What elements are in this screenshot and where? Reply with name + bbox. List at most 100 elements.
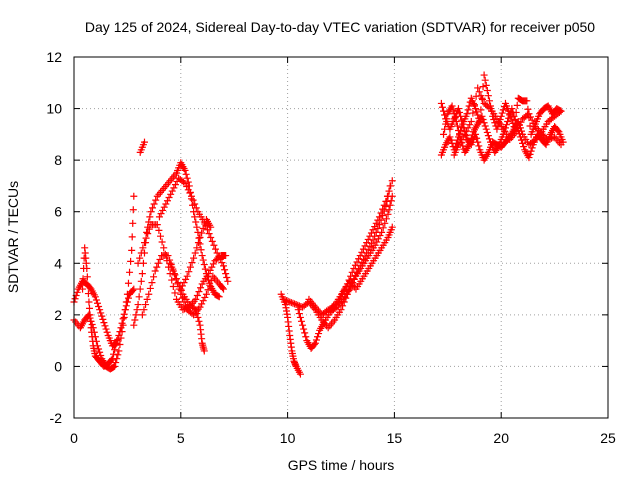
data-point (526, 150, 534, 158)
data-point (192, 218, 200, 226)
data-point (375, 221, 383, 229)
data-point (514, 125, 522, 133)
data-point (190, 254, 198, 262)
data-point (449, 106, 457, 114)
data-point (85, 304, 93, 312)
data-point (467, 117, 475, 125)
data-point (145, 290, 153, 298)
data-point (465, 141, 473, 149)
data-point (484, 132, 492, 140)
data-point (135, 293, 143, 301)
data-point (102, 325, 110, 333)
data-point (373, 238, 381, 246)
data-point (442, 120, 450, 128)
data-point (441, 111, 449, 119)
y-tick-label: 2 (54, 307, 62, 323)
data-point (547, 134, 555, 142)
data-point (281, 296, 289, 304)
data-point (515, 121, 523, 129)
data-point (378, 228, 386, 236)
data-point (160, 203, 168, 211)
data-point (93, 299, 101, 307)
data-point (98, 312, 106, 320)
data-point (156, 255, 164, 263)
data-point (140, 306, 148, 314)
data-point (220, 262, 228, 270)
data-point (115, 347, 123, 355)
data-point (154, 259, 162, 267)
data-point (199, 224, 207, 232)
data-points (70, 71, 567, 378)
data-point (387, 182, 395, 190)
data-point (283, 297, 291, 305)
data-point (164, 252, 172, 260)
data-point (187, 192, 195, 200)
data-point (527, 147, 535, 155)
data-point (182, 275, 190, 283)
data-point (516, 133, 524, 141)
data-point (96, 348, 104, 356)
data-point (182, 170, 190, 178)
data-point (171, 289, 179, 297)
data-point (351, 261, 359, 269)
data-point (505, 114, 513, 122)
data-point (177, 285, 185, 293)
data-point (124, 279, 132, 287)
data-point (466, 137, 474, 145)
data-point (369, 236, 377, 244)
data-point (220, 285, 228, 293)
data-point (110, 350, 118, 358)
data-point (485, 97, 493, 105)
data-point (142, 301, 150, 309)
data-point (287, 299, 295, 307)
data-point (201, 265, 209, 273)
data-point (191, 213, 199, 221)
data-point (353, 258, 361, 266)
data-point (384, 210, 392, 218)
data-point (134, 259, 142, 267)
data-point (286, 298, 294, 306)
data-point (379, 205, 387, 213)
data-point (446, 133, 454, 141)
data-point (137, 277, 145, 285)
data-point (186, 263, 194, 271)
data-point (210, 241, 218, 249)
data-point (165, 194, 173, 202)
data-point (152, 196, 160, 204)
data-point (377, 209, 385, 217)
data-point (437, 99, 445, 107)
data-point (441, 125, 449, 133)
data-point (144, 230, 152, 238)
data-point (292, 301, 300, 309)
data-point (451, 114, 459, 122)
data-point (136, 285, 144, 293)
data-point (447, 136, 455, 144)
data-point (84, 281, 92, 289)
data-point (380, 201, 388, 209)
data-point (452, 117, 460, 125)
data-point (512, 120, 520, 128)
data-point (440, 107, 448, 115)
data-point (206, 266, 214, 274)
data-point (131, 316, 139, 324)
y-tick-label: 8 (54, 152, 62, 168)
data-point (173, 275, 181, 283)
data-point (155, 226, 163, 234)
data-point (167, 190, 175, 198)
data-point (193, 292, 201, 300)
data-point (221, 266, 229, 274)
data-point (194, 313, 202, 321)
data-point (510, 112, 518, 120)
data-point (140, 138, 148, 146)
data-point (374, 235, 382, 243)
data-point (184, 186, 192, 194)
data-point (150, 273, 158, 281)
data-point (96, 306, 104, 314)
data-point (83, 264, 91, 272)
data-point (180, 279, 188, 287)
data-point (481, 122, 489, 130)
data-point (153, 221, 161, 229)
data-point (138, 270, 146, 278)
data-point (474, 138, 482, 146)
data-point (189, 196, 197, 204)
